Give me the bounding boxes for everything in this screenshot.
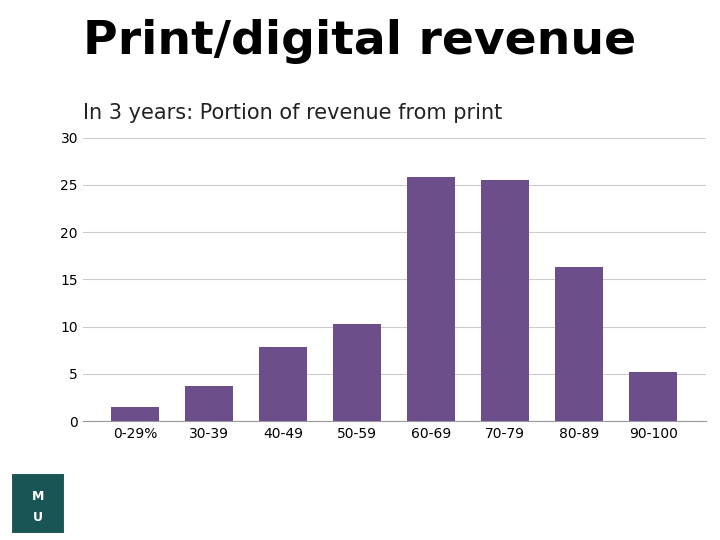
Bar (481, 180, 529, 421)
Text: Missouri School of Journalism: Missouri School of Journalism (557, 498, 709, 509)
Bar (555, 267, 603, 421)
Text: In 3 years: Portion of revenue from print: In 3 years: Portion of revenue from prin… (83, 103, 502, 123)
Bar (629, 372, 678, 421)
Bar (11, 473, 65, 534)
Text: rji: rji (288, 482, 320, 510)
Bar (185, 386, 233, 421)
Text: U: U (33, 510, 42, 523)
Text: reynolds journalism institute: reynolds journalism institute (328, 507, 477, 517)
Text: M: M (32, 490, 44, 503)
Text: University of Missouri: University of Missouri (76, 498, 188, 509)
Bar (407, 177, 455, 421)
Bar (111, 407, 159, 421)
Text: donald w.: donald w. (328, 488, 364, 497)
Bar (259, 348, 307, 421)
Bar (333, 324, 382, 421)
Text: Print/digital revenue: Print/digital revenue (83, 19, 636, 64)
